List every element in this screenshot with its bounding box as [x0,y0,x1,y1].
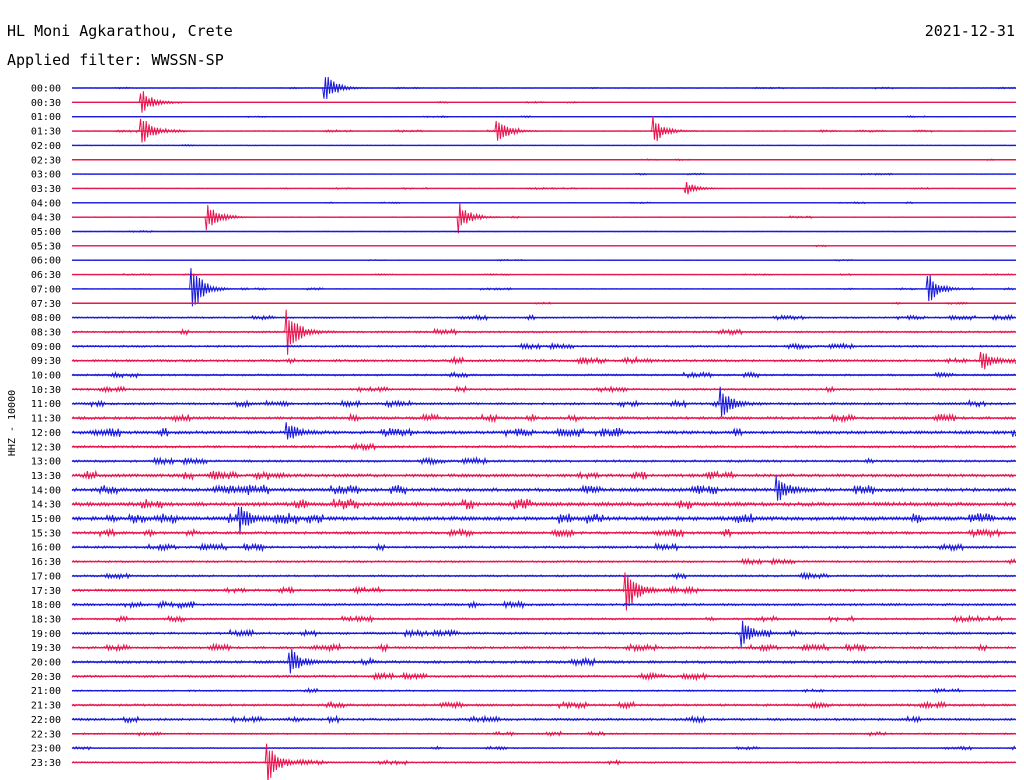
row-tick-label: 19:30 [31,643,61,654]
row-tick-label: 08:30 [31,327,61,338]
row-tick-label: 22:00 [31,715,61,726]
date-label: 2021-12-31 [924,22,1015,40]
trace-row [71,506,1017,534]
row-tick-label: 13:30 [31,471,61,482]
row-tick-label: 23:30 [31,758,61,769]
row-tick-label: 02:30 [31,155,61,166]
row-tick-label: 20:00 [31,658,61,669]
row-tick-label: 14:30 [31,500,61,511]
row-tick-label: 18:00 [31,600,61,611]
row-tick-label: 05:30 [31,241,61,252]
row-tick-label: 13:00 [31,457,61,468]
row-tick-label: 05:00 [31,227,61,238]
trace-row [71,475,1017,501]
row-tick-label: 06:30 [31,270,61,281]
row-tick-label: 06:00 [31,256,61,267]
y-axis-label: HHZ - 10000 [7,390,18,456]
row-tick-label: 20:30 [31,672,61,683]
row-tick-label: 16:30 [31,557,61,568]
row-tick-label: 10:30 [31,385,61,396]
row-tick-label: 01:00 [31,112,61,123]
trace-row [71,422,1017,440]
trace-row [71,386,1016,417]
row-tick-label: 02:00 [31,141,61,152]
row-tick-label: 01:30 [31,127,61,138]
row-tick-label: 10:00 [31,371,61,382]
row-tick-label: 11:00 [31,399,61,410]
row-tick-label: 00:00 [31,84,61,95]
row-tick-label: 04:30 [31,213,61,224]
row-tick-label: 12:30 [31,442,61,453]
row-tick-labels: 00:00 00:30 01:00 01:30 02:00 02:30 03:00 03:30… [31,84,61,769]
row-tick-label: 17:30 [31,586,61,597]
row-tick-label: 09:30 [31,356,61,367]
row-tick-label: 12:00 [31,428,61,439]
row-tick-label: 16:00 [31,543,61,554]
filter-subtitle: Applied filter: WWSSN-SP [7,51,224,69]
row-tick-label: 22:30 [31,729,61,740]
row-tick-label: 15:30 [31,528,61,539]
row-tick-label: 03:30 [31,184,61,195]
row-tick-label: 21:00 [31,686,61,697]
row-tick-label: 00:30 [31,98,61,109]
row-tick-label: 11:30 [31,414,61,425]
row-tick-label: 17:00 [31,571,61,582]
row-tick-label: 07:30 [31,299,61,310]
row-tick-label: 14:00 [31,485,61,496]
station-title: HL Moni Agkarathou, Crete [7,22,233,40]
row-tick-label: 19:00 [31,629,61,640]
row-tick-label: 04:00 [31,198,61,209]
row-tick-label: 09:00 [31,342,61,353]
row-tick-label: 15:00 [31,514,61,525]
row-tick-label: 23:00 [31,744,61,755]
trace-row [71,116,1016,143]
trace-row [71,202,1016,234]
row-tick-label: 08:00 [31,313,61,324]
row-tick-label: 21:30 [31,701,61,712]
row-tick-label: 03:00 [31,170,61,181]
row-tick-label: 07:00 [31,284,61,295]
row-tick-label: 18:30 [31,614,61,625]
trace-row [71,648,1017,674]
trace-group [71,76,1017,780]
